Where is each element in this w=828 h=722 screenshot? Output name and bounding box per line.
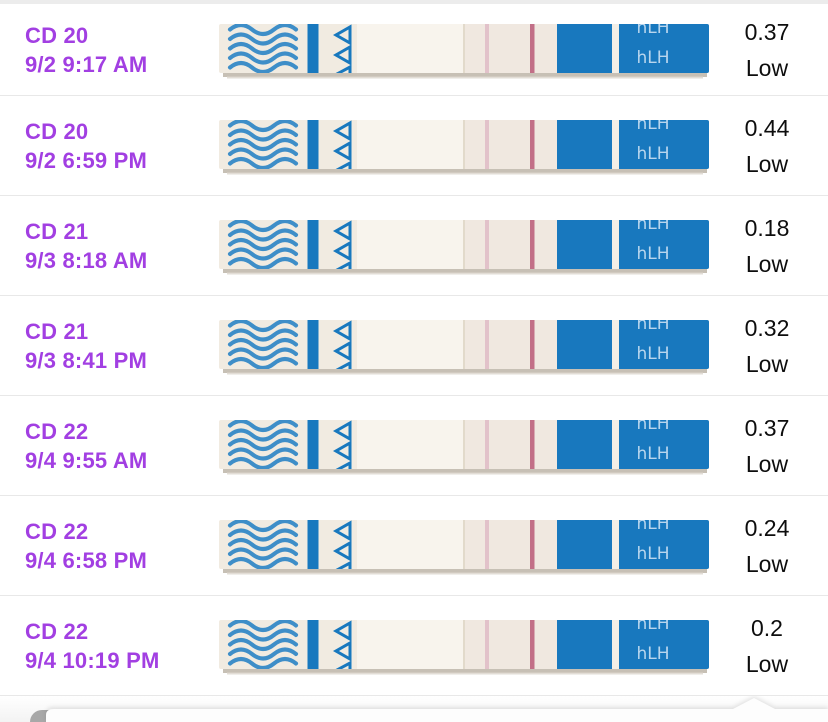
test-log-row[interactable]: CD 22 9/4 6:58 PM 0.24 Low [0,496,828,596]
test-strip-photo[interactable] [217,613,714,679]
datetime-label: 9/3 8:41 PM [25,347,148,373]
cycle-day-label: CD 21 [25,318,89,344]
row-label: CD 22 9/4 6:58 PM [0,517,217,575]
test-strip-photo[interactable] [217,213,714,279]
row-label: CD 22 9/4 9:55 AM [0,417,217,475]
test-log-row[interactable]: CD 20 9/2 9:17 AM 0.37 Low [0,4,828,96]
datetime-label: 9/4 6:58 PM [25,547,148,573]
test-log-row[interactable]: CD 20 9/2 6:59 PM 0.44 Low [0,96,828,196]
cycle-day-label: CD 20 [25,22,89,48]
lh-status: Low [745,550,789,577]
row-label: CD 20 9/2 9:17 AM [0,21,217,79]
row-result: 0.24 Low [714,510,828,582]
test-log-row[interactable]: CD 21 9/3 8:18 AM 0.18 Low [0,196,828,296]
cycle-day-label: CD 22 [25,418,89,444]
lh-value: 0.32 [744,314,790,341]
row-result: 0.44 Low [714,110,828,182]
lh-value: 0.24 [744,514,790,541]
test-strip-photo[interactable] [217,17,714,83]
row-result: 0.37 Low [714,410,828,482]
lh-value: 0.18 [744,214,790,241]
test-log-row[interactable]: CD 22 9/4 9:55 AM 0.37 Low [0,396,828,496]
lh-status: Low [745,150,789,177]
datetime-label: 9/2 9:17 AM [25,51,148,77]
cycle-day-label: CD 22 [25,518,89,544]
test-log-row[interactable]: CD 21 9/3 8:41 PM 0.32 Low [0,296,828,396]
row-label: CD 21 9/3 8:18 AM [0,217,217,275]
row-result: 0.18 Low [714,210,828,282]
datetime-label: 9/4 9:55 AM [25,447,148,473]
datetime-label: 9/3 8:18 AM [25,247,148,273]
datetime-label: 9/4 10:19 PM [25,647,160,673]
top-divider-band [0,0,828,4]
datetime-label: 9/2 6:59 PM [25,147,148,173]
row-label: CD 21 9/3 8:41 PM [0,317,217,375]
row-label: CD 20 9/2 6:59 PM [0,117,217,175]
lh-status: Low [745,650,789,677]
lh-status: Low [745,54,789,81]
lh-status: Low [745,250,789,277]
lh-value: 0.37 [744,414,790,441]
lh-value: 0.2 [751,614,783,641]
popover-arrow [46,698,828,722]
row-result: 0.37 Low [714,14,828,86]
lh-status: Low [745,350,789,377]
test-strip-photo[interactable] [217,113,714,179]
lh-value: 0.37 [744,18,790,45]
cycle-day-label: CD 22 [25,618,89,644]
bottom-sheet-peek [0,696,828,722]
popover-sheet[interactable] [0,696,828,722]
cycle-day-label: CD 21 [25,218,89,244]
test-strip-photo[interactable] [217,313,714,379]
test-strip-photo[interactable] [217,413,714,479]
lh-value: 0.44 [744,114,790,141]
test-log-row[interactable]: CD 22 9/4 10:19 PM 0.2 Low [0,596,828,696]
lh-status: Low [745,450,789,477]
test-log-list: CD 20 9/2 9:17 AM 0.37 Low CD 20 9/2 6:5… [0,4,828,696]
test-strip-photo[interactable] [217,513,714,579]
row-result: 0.2 Low [714,610,828,682]
row-result: 0.32 Low [714,310,828,382]
cycle-day-label: CD 20 [25,118,89,144]
row-label: CD 22 9/4 10:19 PM [0,617,217,675]
